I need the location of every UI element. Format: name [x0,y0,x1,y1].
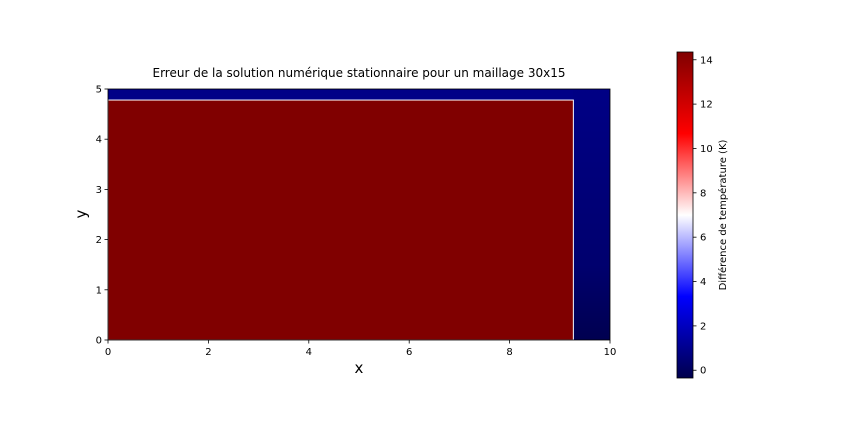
x-tick-label: 10 [604,347,617,358]
colorbar: 0 2 4 6 8 10 12 14 Différence de température (K… [676,51,729,379]
right-boundary-strip [573,89,610,340]
chart-title: Erreur de la solution numérique stationn… [153,66,566,80]
x-tick-label: 6 [406,347,412,358]
plot-frame [107,88,611,341]
colorbar-tick-label: 4 [700,277,706,288]
top-boundary-strip [108,89,610,101]
colorbar-gradient [676,51,694,379]
y-ticks: 0 1 2 3 4 5 [96,85,108,347]
y-tick-label: 2 [96,235,102,246]
colorbar-tick-label: 14 [700,55,713,66]
x-tick-label: 0 [105,347,111,358]
colorbar-tick-label: 10 [700,144,713,155]
colorbar-ticks: 0 2 4 6 8 10 12 14 [693,55,713,377]
y-tick-label: 0 [96,336,102,347]
colorbar-tick-label: 8 [700,188,706,199]
y-axis-label: y [72,209,90,218]
colorbar-label: Différence de température (K) [717,140,729,291]
colorbar-tick-label: 2 [700,321,706,332]
x-tick-label: 4 [306,347,312,358]
y-tick-label: 3 [96,185,102,196]
x-tick-label: 8 [506,347,512,358]
colorbar-tick-label: 0 [700,366,706,377]
x-ticks: 0 2 4 6 8 10 [105,340,617,358]
y-tick-label: 4 [96,135,102,146]
y-tick-label: 1 [96,285,102,296]
colorbar-tick-label: 6 [700,233,706,244]
x-axis-label: x [355,359,364,377]
plot-area [107,88,611,341]
y-tick-label: 5 [96,85,102,96]
colorbar-tick-label: 12 [700,100,713,111]
x-tick-label: 2 [205,347,211,358]
interior-region [107,99,574,341]
